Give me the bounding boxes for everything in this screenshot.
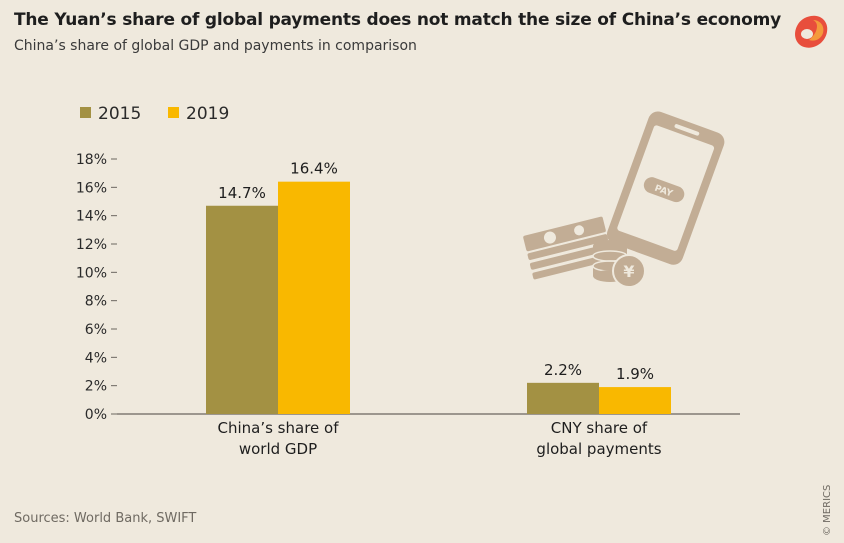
y-tick-label: 0% <box>85 407 107 423</box>
bar-value-label: 1.9% <box>616 365 654 383</box>
legend-swatch-2019 <box>168 107 179 118</box>
copyright-note: © MERICS <box>822 484 833 536</box>
phone-pay-money-icon: PAY ¥ <box>523 111 725 288</box>
bars: 14.7% 16.4% 2.2% 1.9% <box>206 160 671 414</box>
y-tick-label: 12% <box>76 237 107 253</box>
y-tick-label: 4% <box>85 350 107 366</box>
bar-2015 <box>206 205 278 414</box>
bar-value-label: 2.2% <box>544 361 582 379</box>
chart-subtitle: China’s share of global GDP and payments… <box>14 38 417 54</box>
legend-label-2015: 2015 <box>98 104 141 124</box>
legend: 2015 2019 <box>80 104 229 124</box>
bar-value-label: 16.4% <box>290 160 338 178</box>
chart-title: The Yuan’s share of global payments does… <box>14 10 782 30</box>
legend-label-2019: 2019 <box>186 104 229 124</box>
source-note: Sources: World Bank, SWIFT <box>14 511 197 526</box>
x-tick-label: global payments <box>536 440 661 458</box>
x-tick-label: CNY share of <box>551 419 648 437</box>
y-tick-label: 8% <box>85 294 107 310</box>
x-tick-label: China’s share of <box>217 419 339 437</box>
y-tick-label: 14% <box>76 209 107 225</box>
y-tick-label: 16% <box>76 180 107 196</box>
x-tick-label: world GDP <box>239 440 317 458</box>
bar-value-label: 14.7% <box>218 184 266 202</box>
bar-2015 <box>527 382 599 414</box>
legend-swatch-2015 <box>80 107 91 118</box>
y-tick-label: 18% <box>76 152 107 168</box>
x-axis-labels: China’s share of world GDP CNY share of glo… <box>217 419 661 458</box>
y-axis: 0% 2% 4% 6% 8% 10% 12% 14% 16% 18% <box>76 152 740 423</box>
y-tick-label: 6% <box>85 322 107 338</box>
merics-logo-icon <box>790 12 832 56</box>
yen-coin-symbol: ¥ <box>623 262 634 281</box>
bar-2019 <box>278 181 350 414</box>
y-tick-label: 2% <box>85 379 107 395</box>
bar-2019 <box>599 387 671 414</box>
y-tick-label: 10% <box>76 265 107 281</box>
